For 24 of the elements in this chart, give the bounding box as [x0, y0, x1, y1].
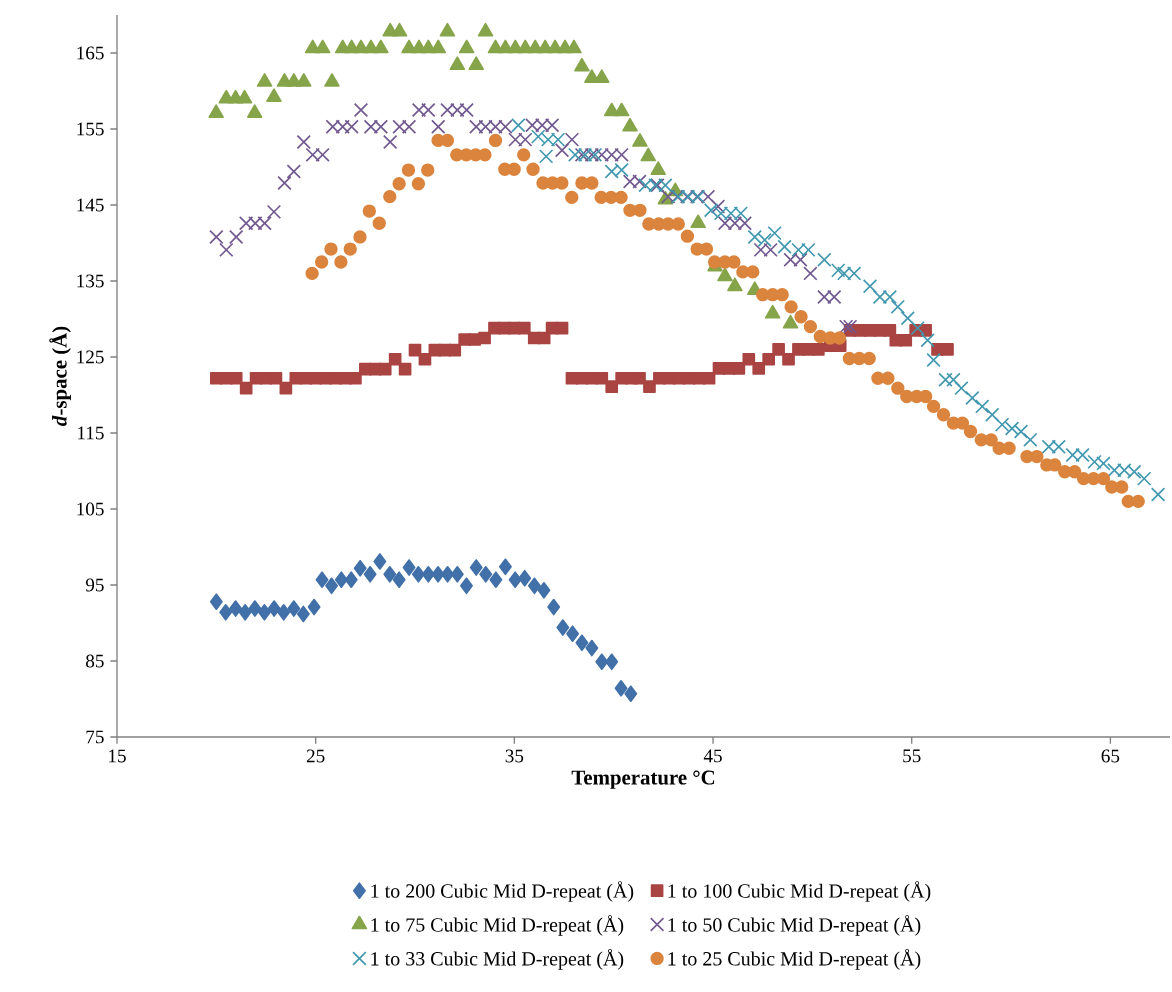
y-tick-label: 95 — [85, 578, 104, 592]
y-tick-label: 105 — [77, 502, 104, 516]
x-tick-label: 65 — [1101, 749, 1120, 763]
y-tick-label: 125 — [77, 350, 104, 364]
x-tick-label: 15 — [109, 749, 126, 763]
legend-label: 1 to 200 Cubic Mid D-repeat (Å) — [371, 881, 634, 902]
x-tick-label: 55 — [903, 749, 921, 763]
x-axis-title: Temperature °C — [571, 770, 715, 789]
legend-label: 1 to 33 Cubic Mid D-repeat (Å) — [371, 948, 624, 970]
legend-label: 1 to 75 Cubic Mid D-repeat (Å) — [371, 915, 624, 936]
y-tick-label: 165 — [77, 46, 104, 60]
y-axis-title: d-space (Å) — [49, 326, 71, 426]
x-tick-label: 45 — [703, 749, 722, 763]
y-tick-label: 85 — [86, 654, 104, 668]
legend-label: 1 to 50 Cubic Mid D-repeat (Å) — [668, 915, 921, 936]
x-tick-label: 25 — [306, 749, 325, 763]
y-tick-label: 155 — [77, 122, 104, 136]
legend-label: 1 to 100 Cubic Mid D-repeat (Å) — [668, 881, 931, 902]
y-tick-label: 135 — [77, 274, 104, 288]
x-tick-label: 35 — [505, 749, 524, 763]
y-tick-label: 145 — [77, 198, 104, 212]
y-tick-label: 75 — [86, 730, 104, 744]
legend-label: 1 to 25 Cubic Mid D-repeat (Å) — [668, 948, 921, 970]
y-tick-label: 115 — [78, 426, 104, 440]
